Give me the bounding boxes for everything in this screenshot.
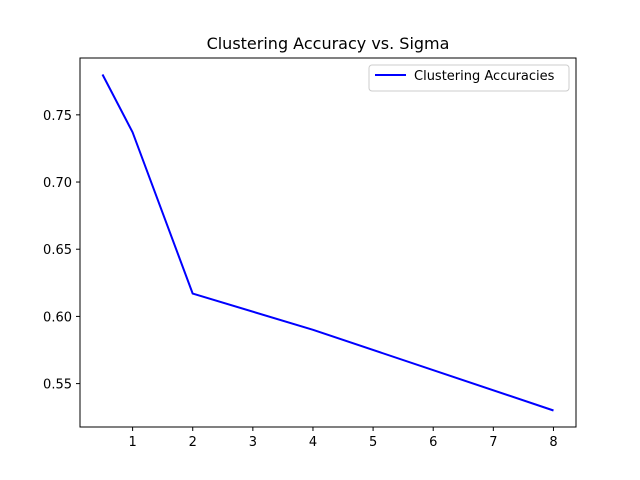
x-tick-label: 3 bbox=[249, 435, 257, 450]
series-layer bbox=[101, 74, 554, 412]
x-tick-label: 4 bbox=[309, 435, 317, 450]
chart-title: Clustering Accuracy vs. Sigma bbox=[207, 34, 450, 53]
y-tick-label: 0.70 bbox=[43, 176, 72, 191]
y-axis: 0.55 0.60 0.65 0.70 0.75 bbox=[43, 109, 80, 393]
plot-frame bbox=[79, 57, 577, 428]
y-tick-label: 0.75 bbox=[43, 109, 72, 124]
x-tick-label: 5 bbox=[369, 435, 377, 450]
series-line-clustering-accuracies bbox=[101, 74, 554, 412]
x-axis: 1 2 3 4 5 6 7 8 bbox=[128, 427, 558, 450]
plot-area bbox=[79, 57, 577, 428]
legend-label-clustering-accuracies: Clustering Accuracies bbox=[414, 69, 555, 84]
legend-box bbox=[368, 64, 570, 92]
x-tick-label: 7 bbox=[489, 435, 497, 450]
y-tick-label: 0.65 bbox=[43, 243, 72, 258]
x-tick-label: 8 bbox=[549, 435, 557, 450]
y-tick-label: 0.60 bbox=[43, 310, 72, 325]
x-tick-label: 1 bbox=[128, 435, 136, 450]
y-tick-label: 0.55 bbox=[43, 378, 72, 393]
x-tick-label: 6 bbox=[429, 435, 437, 450]
legend: Clustering Accuracies bbox=[368, 64, 570, 92]
x-tick-label: 2 bbox=[189, 435, 197, 450]
